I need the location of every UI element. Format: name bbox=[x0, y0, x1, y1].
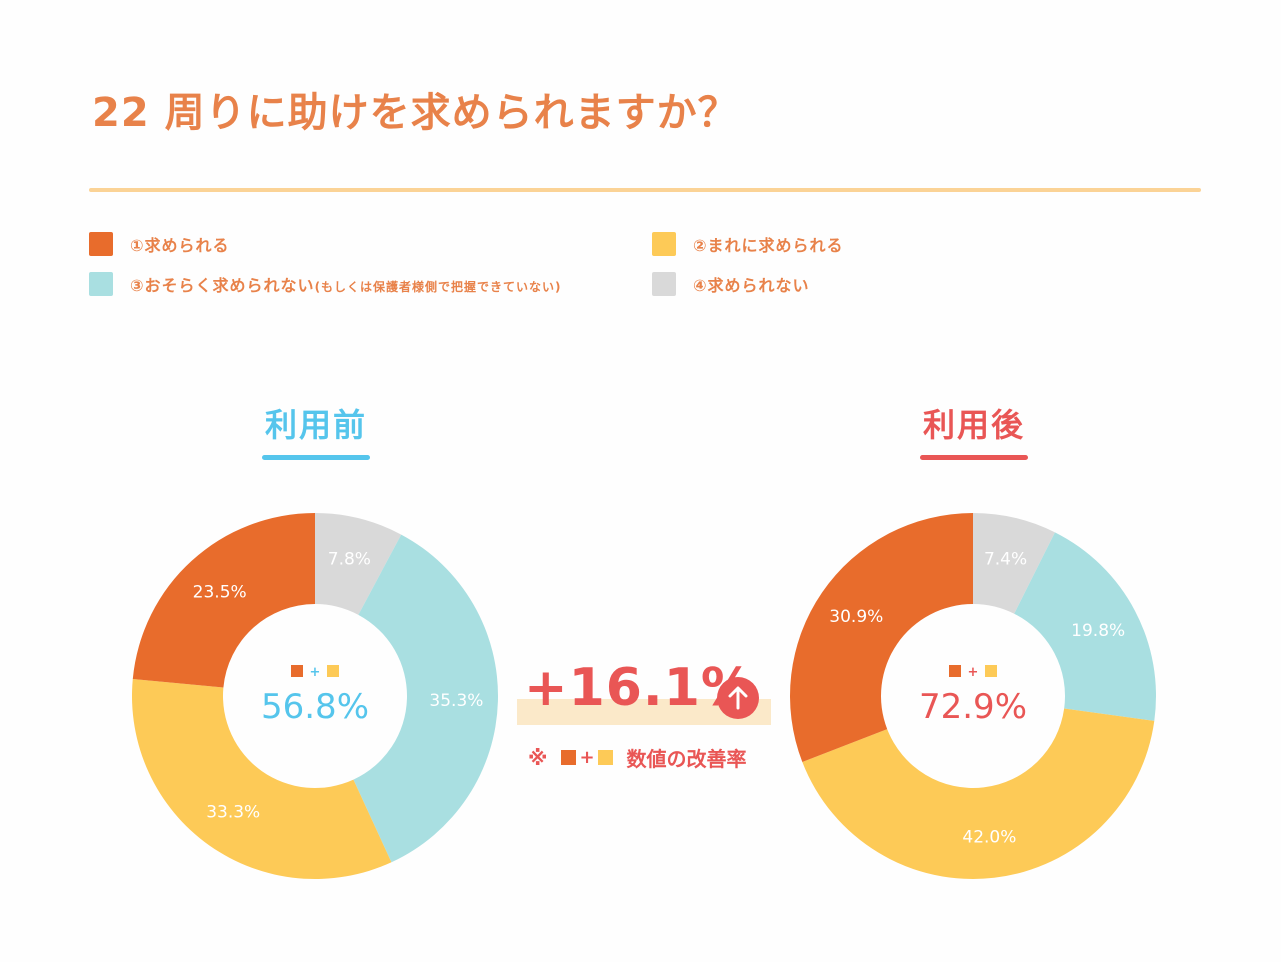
before-center-swatch-often bbox=[291, 665, 303, 677]
legend-item-probably-not: ③おそらく求められない(もしくは保護者様側で把握できていない) bbox=[89, 272, 562, 296]
legend-item-cannot: ④求められない bbox=[652, 272, 810, 296]
note-swatch-rarely bbox=[597, 750, 613, 765]
improvement-value: +16.1% bbox=[524, 658, 754, 718]
after-slice-probably-not bbox=[1014, 532, 1156, 721]
page-title: 22 周りに助けを求められますか？ bbox=[92, 90, 739, 136]
legend-label-rarely: ②まれに求められる bbox=[693, 236, 844, 255]
before-heading: 利用前 bbox=[262, 400, 370, 460]
legend-swatch-probably-not bbox=[89, 272, 113, 296]
after-slice-rarely bbox=[802, 708, 1155, 879]
note-text: 数値の改善率 bbox=[626, 747, 747, 771]
before-slice-probably-not bbox=[353, 534, 498, 863]
before-label-cannot: 7.8% bbox=[328, 550, 371, 570]
legend-label-cannot: ④求められない bbox=[693, 276, 810, 295]
legend-swatch-often bbox=[89, 232, 113, 256]
legend-sublabel-probably-not: (もしくは保護者様側で把握できていない) bbox=[314, 280, 562, 294]
before-center-swatch-rarely bbox=[327, 665, 339, 677]
after-center-swatch-often bbox=[949, 665, 961, 677]
after-heading-underline bbox=[920, 455, 1028, 460]
before-heading-underline bbox=[262, 455, 370, 460]
arrow-up-icon bbox=[717, 677, 759, 719]
note-prefix: ※ bbox=[528, 745, 548, 770]
after-heading: 利用後 bbox=[920, 400, 1028, 460]
improvement-note: ※ + 数値の改善率 bbox=[528, 743, 747, 772]
before-slice-rarely bbox=[131, 679, 392, 879]
after-label-often: 30.9% bbox=[829, 607, 883, 627]
legend-label-often: ①求められる bbox=[130, 236, 230, 255]
before-label-probably-not: 35.3% bbox=[429, 691, 483, 711]
after-center-plus: + bbox=[968, 665, 979, 680]
before-center-value: 56.8% bbox=[261, 687, 369, 727]
after-label-cannot: 7.4% bbox=[984, 549, 1027, 569]
legend-label-probably-not: ③おそらく求められない(もしくは保護者様側で把握できていない) bbox=[130, 276, 562, 295]
legend-swatch-rarely bbox=[652, 232, 676, 256]
after-slice-often bbox=[789, 513, 973, 762]
before-label-often: 23.5% bbox=[193, 582, 247, 602]
after-slice-cannot bbox=[973, 513, 1055, 614]
after-label-probably-not: 19.8% bbox=[1071, 621, 1125, 641]
after-label-rarely: 42.0% bbox=[962, 828, 1016, 848]
note-plus: + bbox=[579, 747, 595, 768]
before-label-rarely: 33.3% bbox=[206, 802, 260, 822]
after-center-value: 72.9% bbox=[919, 687, 1027, 727]
before-slice-cannot bbox=[315, 513, 402, 615]
title-divider bbox=[89, 188, 1201, 192]
before-center-plus: + bbox=[310, 665, 321, 680]
legend-swatch-cannot bbox=[652, 272, 676, 296]
note-swatch-often bbox=[561, 750, 577, 765]
after-center-swatch-rarely bbox=[985, 665, 997, 677]
legend-item-often: ①求められる bbox=[89, 232, 230, 256]
legend-item-rarely: ②まれに求められる bbox=[652, 232, 844, 256]
before-slice-often bbox=[132, 513, 315, 688]
